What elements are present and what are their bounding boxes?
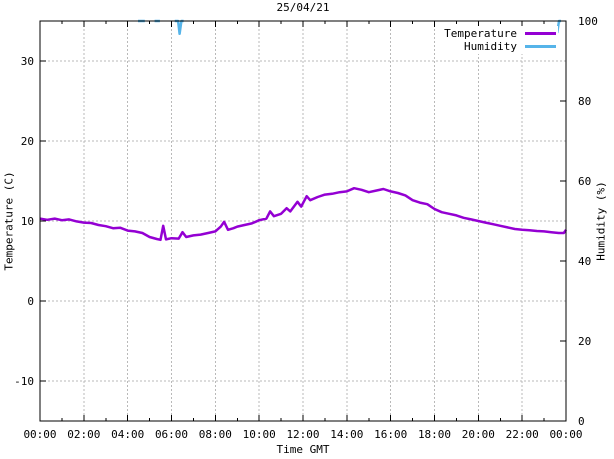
x-tick-label: 02:00 bbox=[67, 428, 101, 441]
x-axis-label: Time GMT bbox=[276, 443, 330, 456]
x-tick-label: 12:00 bbox=[286, 428, 320, 441]
x-tick-label: 14:00 bbox=[330, 428, 364, 441]
legend-entry-temperature: Temperature bbox=[444, 27, 556, 40]
y-right-tick-label: 80 bbox=[578, 95, 592, 108]
y-right-tick-label: 20 bbox=[578, 335, 592, 348]
y-left-tick-label: 10 bbox=[20, 215, 34, 228]
y-left-tick-label: -10 bbox=[14, 375, 34, 388]
y-left-tick-label: 0 bbox=[27, 295, 34, 308]
chart-title: 25/04/21 bbox=[276, 1, 330, 14]
y-left-tick-label: 20 bbox=[20, 135, 34, 148]
y-right-tick-label: 40 bbox=[578, 255, 592, 268]
legend-label-temperature: Temperature bbox=[444, 27, 517, 40]
legend-entry-humidity: Humidity bbox=[444, 40, 556, 53]
x-tick-label: 00:00 bbox=[23, 428, 57, 441]
x-tick-label: 20:00 bbox=[461, 428, 495, 441]
legend-label-humidity: Humidity bbox=[464, 40, 517, 53]
x-tick-label: 10:00 bbox=[242, 428, 276, 441]
y-right-tick-label: 100 bbox=[578, 15, 598, 28]
x-tick-label: 06:00 bbox=[154, 428, 189, 441]
y-axis-label-humidity: Humidity (%) bbox=[594, 181, 608, 261]
x-tick-label: 04:00 bbox=[111, 428, 145, 441]
x-tick-label: 16:00 bbox=[374, 428, 408, 441]
legend-line-sample-temperature bbox=[525, 32, 556, 35]
x-tick-label: 22:00 bbox=[505, 428, 539, 441]
x-tick-label: 18:00 bbox=[417, 428, 452, 441]
x-tick-label: 00:00 bbox=[549, 428, 583, 441]
y-right-tick-label: 60 bbox=[578, 175, 592, 188]
y-left-tick-label: 30 bbox=[20, 55, 34, 68]
legend: Temperature Humidity bbox=[442, 26, 558, 54]
x-tick-label: 08:00 bbox=[198, 428, 232, 441]
y-right-tick-label: 0 bbox=[578, 415, 585, 428]
legend-line-sample-humidity bbox=[525, 45, 556, 48]
